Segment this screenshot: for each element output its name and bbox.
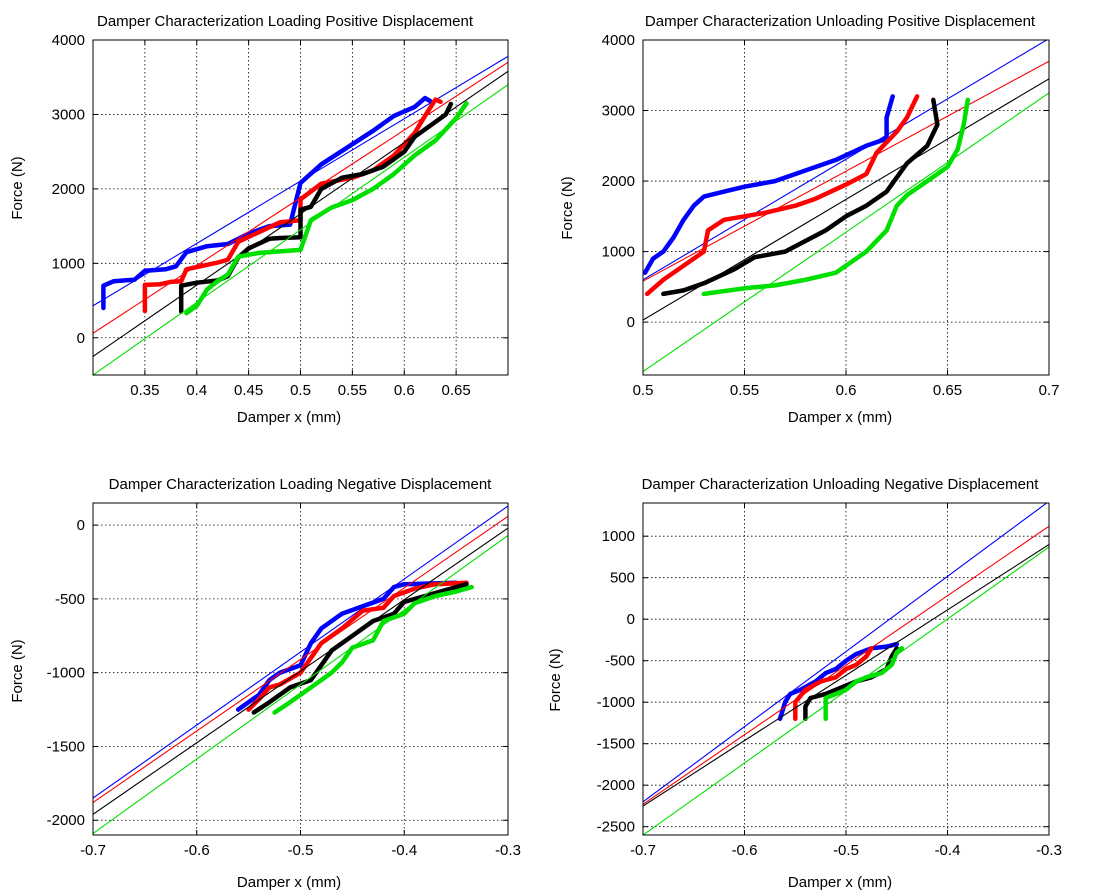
fit-line-green [643, 92, 1049, 372]
y-axis-label: Force (N) [559, 176, 576, 239]
fit-line-red [643, 525, 1049, 805]
data-line-red [793, 646, 874, 722]
data-line-green [823, 646, 905, 722]
data-line-red [246, 580, 469, 712]
plot-title: Damper Characterization Unloading Positi… [645, 13, 1036, 30]
y-tick-label: 3000 [602, 103, 635, 120]
fit-line-red [643, 60, 1049, 282]
fit-line-black [643, 544, 1049, 807]
data-line-green [184, 101, 469, 316]
x-tick-label: 0.65 [933, 382, 962, 399]
plot-title: Damper Characterization Loading Negative… [109, 476, 493, 493]
y-tick-label: -500 [55, 591, 85, 608]
x-axis-label: Damper x (mm) [788, 874, 892, 891]
x-tick-label: -0.5 [833, 842, 859, 859]
fit-line-red [93, 515, 508, 803]
x-tick-label: 0.65 [442, 382, 471, 399]
fit-line-black [93, 527, 508, 815]
fit-line-green [93, 84, 508, 375]
plot-area [93, 55, 508, 375]
y-tick-label: -1000 [597, 694, 635, 711]
x-tick-label: -0.3 [495, 842, 521, 859]
fit-line-green [93, 535, 508, 834]
y-tick-label: 0 [77, 517, 85, 534]
x-tick-label: -0.7 [630, 842, 656, 859]
y-tick-label: 0 [627, 314, 635, 331]
plot-area [93, 505, 508, 834]
data-line-red [644, 94, 920, 297]
x-tick-label: -0.3 [1036, 842, 1062, 859]
x-tick-label: 0.35 [130, 382, 159, 399]
data-line-green [272, 584, 474, 715]
x-tick-label: 0.55 [730, 382, 759, 399]
y-tick-label: -500 [605, 653, 635, 670]
y-axis-label: Force (N) [547, 648, 564, 711]
x-tick-label: -0.7 [80, 842, 106, 859]
plot-loading-negative: Damper Characterization Loading Negative… [9, 476, 521, 891]
y-tick-label: 1000 [602, 244, 635, 261]
plot-area [643, 503, 1049, 835]
data-line-blue [101, 95, 433, 311]
plot-unloading-positive: Damper Characterization Unloading Positi… [559, 13, 1059, 426]
plot-area [643, 40, 1049, 372]
y-tick-label: -1000 [47, 665, 85, 682]
plot-title: Damper Characterization Loading Positive… [97, 13, 474, 30]
y-tick-label: 4000 [52, 32, 85, 49]
y-tick-label: -2000 [47, 812, 85, 829]
x-tick-label: -0.5 [288, 842, 314, 859]
y-tick-label: 4000 [602, 32, 635, 49]
fit-line-blue [93, 505, 508, 799]
x-tick-label: 0.45 [234, 382, 263, 399]
x-tick-label: 0.5 [290, 382, 311, 399]
y-tick-label: 2000 [602, 173, 635, 190]
x-axis-label: Damper x (mm) [237, 409, 341, 426]
data-line-blue [643, 94, 895, 275]
x-tick-label: -0.6 [732, 842, 758, 859]
y-tick-label: 500 [610, 570, 635, 587]
data-line-blue [777, 641, 900, 722]
y-tick-label: 3000 [52, 106, 85, 123]
data-line-black [661, 97, 940, 297]
plot-unloading-negative: Damper Characterization Unloading Negati… [547, 476, 1062, 891]
data-line-green [701, 97, 971, 297]
y-tick-label: 0 [627, 611, 635, 628]
y-axis-label: Force (N) [9, 156, 26, 219]
y-tick-label: -1500 [47, 738, 85, 755]
y-tick-label: 2000 [52, 181, 85, 198]
x-tick-label: -0.6 [184, 842, 210, 859]
y-tick-label: 0 [77, 330, 85, 347]
x-tick-label: -0.4 [935, 842, 961, 859]
x-tick-label: 0.6 [836, 382, 857, 399]
plot-title: Damper Characterization Unloading Negati… [642, 476, 1040, 493]
x-axis-label: Damper x (mm) [788, 409, 892, 426]
x-axis-label: Damper x (mm) [237, 874, 341, 891]
fit-line-blue [643, 503, 1048, 803]
y-tick-label: -2000 [597, 777, 635, 794]
x-tick-label: 0.6 [394, 382, 415, 399]
y-tick-label: -1500 [597, 736, 635, 753]
x-tick-label: 0.4 [186, 382, 207, 399]
plot-loading-positive: Damper Characterization Loading Positive… [9, 13, 509, 426]
x-tick-label: -0.4 [391, 842, 417, 859]
y-tick-label: 1000 [52, 255, 85, 272]
x-tick-label: 0.55 [338, 382, 367, 399]
y-tick-label: -2500 [597, 819, 635, 836]
y-axis-label: Force (N) [9, 639, 26, 702]
x-tick-label: 0.7 [1039, 382, 1060, 399]
fit-line-blue [643, 40, 1048, 281]
y-tick-label: 1000 [602, 528, 635, 545]
x-tick-label: 0.5 [633, 382, 654, 399]
data-line-blue [235, 580, 459, 712]
